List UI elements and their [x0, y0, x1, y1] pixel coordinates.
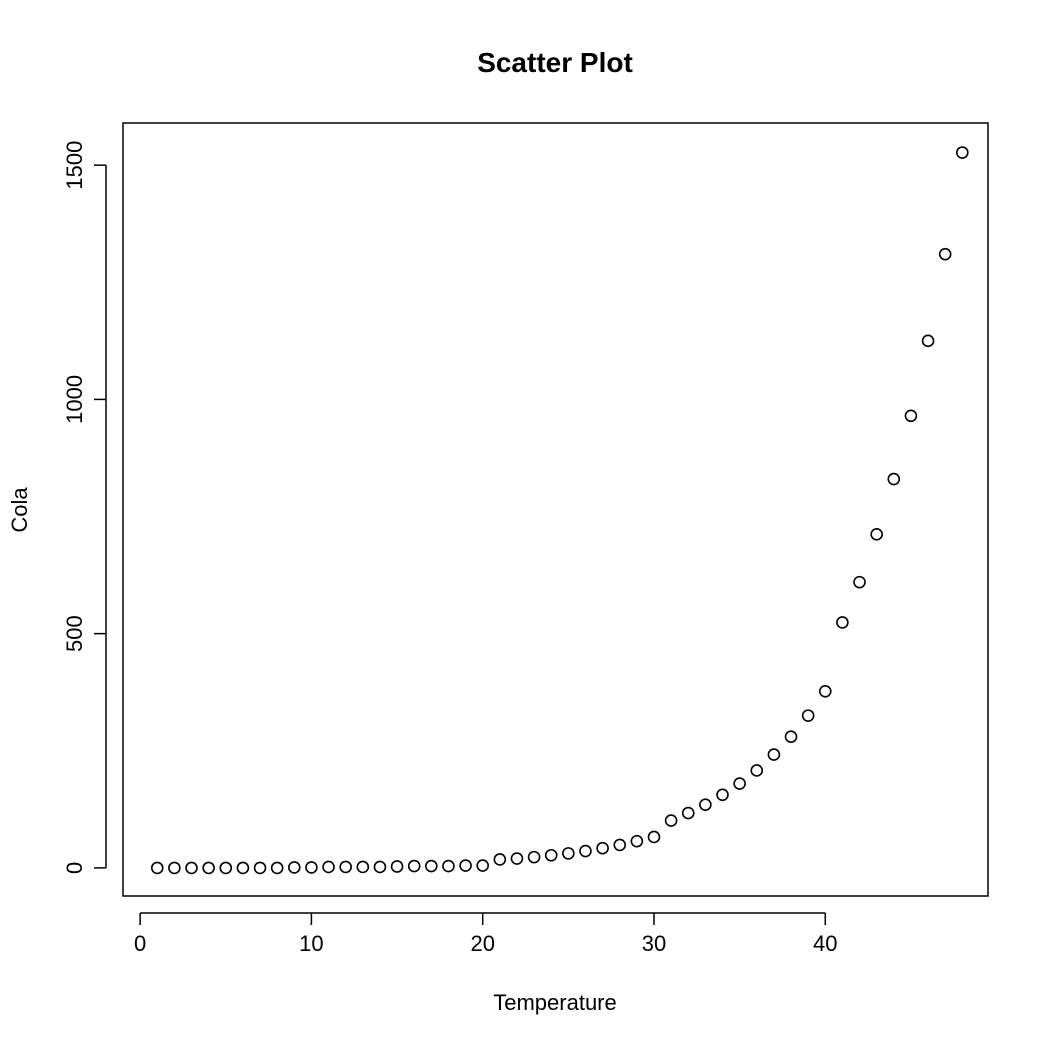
- data-point: [407, 859, 421, 873]
- chart-title: Scatter Plot: [477, 47, 633, 78]
- x-tick-label: 0: [134, 931, 146, 956]
- data-point: [356, 860, 370, 874]
- data-point: [236, 861, 250, 875]
- data-point: [476, 859, 490, 872]
- data-point: [493, 853, 507, 866]
- x-axis-label: Temperature: [493, 990, 617, 1015]
- y-axis: 0 500 1000 1500: [62, 141, 107, 874]
- y-axis-label: Cola: [7, 487, 32, 533]
- data-point: [339, 860, 352, 874]
- data-point: [836, 616, 849, 629]
- data-point: [664, 814, 678, 827]
- data-point: [373, 860, 387, 874]
- data-point: [579, 844, 592, 858]
- x-tick-label: 10: [299, 931, 323, 956]
- data-point: [442, 859, 455, 873]
- data-point: [818, 684, 832, 698]
- x-tick-label: 40: [813, 931, 837, 956]
- data-point: [202, 861, 215, 875]
- data-point: [716, 788, 729, 802]
- data-point: [510, 852, 524, 865]
- data-point: [630, 834, 644, 848]
- data-point: [750, 764, 764, 777]
- data-point: [562, 847, 575, 860]
- data-point: [390, 860, 404, 873]
- data-point: [425, 859, 438, 873]
- data-point: [681, 806, 695, 820]
- x-axis: 0 10 20 30 40: [134, 912, 838, 956]
- plot-frame: [122, 122, 989, 897]
- data-point: [853, 575, 866, 589]
- y-tick-label: 1000: [62, 375, 87, 424]
- data-point: [219, 861, 233, 875]
- data-point: [921, 334, 935, 348]
- data-point: [459, 859, 472, 872]
- data-point: [699, 798, 712, 811]
- data-point: [956, 146, 969, 159]
- data-point: [185, 861, 198, 875]
- data-point: [767, 748, 781, 761]
- x-tick-label: 20: [470, 931, 494, 956]
- data-point: [322, 860, 335, 874]
- x-tick-label: 30: [642, 931, 666, 956]
- y-tick-label: 1500: [62, 141, 87, 190]
- data-point: [938, 247, 952, 261]
- data-point: [544, 848, 558, 862]
- data-point: [168, 861, 181, 875]
- data-point: [784, 730, 798, 744]
- data-point: [150, 861, 164, 875]
- data-point: [647, 830, 661, 844]
- y-tick-label: 500: [62, 615, 87, 652]
- data-point: [613, 838, 627, 852]
- data-point: [733, 777, 746, 790]
- data-point: [904, 409, 918, 423]
- data-point: [596, 841, 609, 855]
- data-points: [150, 146, 969, 875]
- data-point: [887, 472, 901, 486]
- data-point: [287, 861, 301, 874]
- data-point: [870, 528, 883, 541]
- data-point: [305, 861, 318, 874]
- data-point: [253, 861, 267, 875]
- data-point: [270, 861, 284, 875]
- data-point: [527, 850, 541, 864]
- y-tick-label: 0: [62, 862, 87, 874]
- data-point: [801, 709, 815, 722]
